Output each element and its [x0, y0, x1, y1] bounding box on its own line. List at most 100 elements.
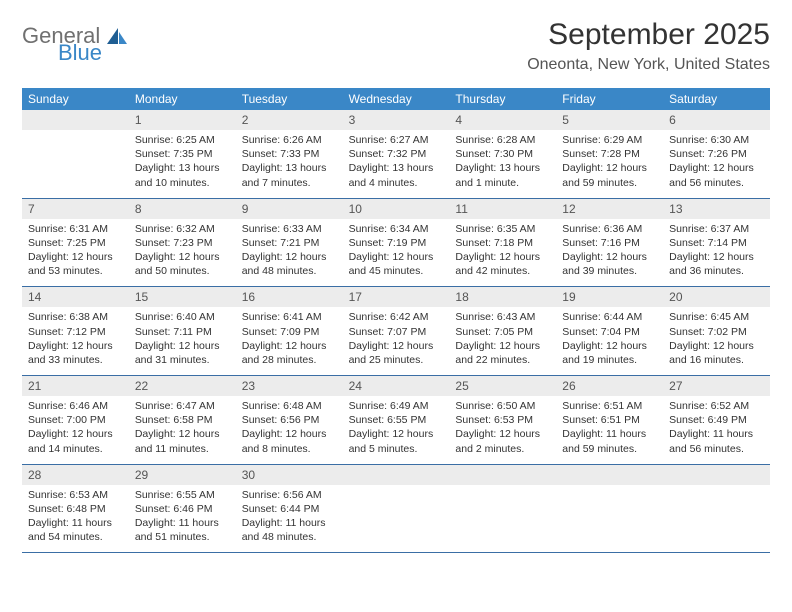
day-cell: Sunrise: 6:52 AMSunset: 6:49 PMDaylight:…	[663, 396, 770, 464]
sunrise-text: Sunrise: 6:49 AM	[349, 399, 444, 413]
day-number: 22	[129, 376, 236, 396]
sunset-text: Sunset: 6:55 PM	[349, 413, 444, 427]
day-cell: Sunrise: 6:25 AMSunset: 7:35 PMDaylight:…	[129, 130, 236, 198]
daylight-text: Daylight: 12 hours and 42 minutes.	[455, 250, 550, 278]
day-cell: Sunrise: 6:33 AMSunset: 7:21 PMDaylight:…	[236, 219, 343, 287]
weekday-cell: Thursday	[449, 88, 556, 110]
day-number	[449, 465, 556, 485]
sunset-text: Sunset: 7:18 PM	[455, 236, 550, 250]
day-number: 12	[556, 199, 663, 219]
calendar: SundayMondayTuesdayWednesdayThursdayFrid…	[22, 88, 770, 553]
sunset-text: Sunset: 7:26 PM	[669, 147, 764, 161]
week-detail-row: Sunrise: 6:38 AMSunset: 7:12 PMDaylight:…	[22, 307, 770, 376]
day-cell: Sunrise: 6:32 AMSunset: 7:23 PMDaylight:…	[129, 219, 236, 287]
week-detail-row: Sunrise: 6:25 AMSunset: 7:35 PMDaylight:…	[22, 130, 770, 199]
week-detail-row: Sunrise: 6:46 AMSunset: 7:00 PM Daylight:…	[22, 396, 770, 465]
day-cell: Sunrise: 6:41 AMSunset: 7:09 PMDaylight:…	[236, 307, 343, 375]
sunrise-text: Sunrise: 6:33 AM	[242, 222, 337, 236]
day-cell	[22, 130, 129, 198]
day-number	[663, 465, 770, 485]
daylight-text: Daylight: 12 hours and 50 minutes.	[135, 250, 230, 278]
weekday-cell: Friday	[556, 88, 663, 110]
day-number: 23	[236, 376, 343, 396]
sunset-text: Sunset: 7:23 PM	[135, 236, 230, 250]
daylight-text: Daylight: 11 hours and 51 minutes.	[135, 516, 230, 544]
sunrise-text: Sunrise: 6:53 AM	[28, 488, 123, 502]
day-cell: Sunrise: 6:45 AMSunset: 7:02 PMDaylight:…	[663, 307, 770, 375]
day-cell: Sunrise: 6:34 AMSunset: 7:19 PMDaylight:…	[343, 219, 450, 287]
day-number: 27	[663, 376, 770, 396]
daylight-text: Daylight: 12 hours and 28 minutes.	[242, 339, 337, 367]
day-cell: Sunrise: 6:30 AMSunset: 7:26 PMDaylight:…	[663, 130, 770, 198]
day-number: 4	[449, 110, 556, 130]
daylight-text: Daylight: 13 hours and 4 minutes.	[349, 161, 444, 189]
day-number: 7	[22, 199, 129, 219]
day-cell: Sunrise: 6:29 AMSunset: 7:28 PMDaylight:…	[556, 130, 663, 198]
day-number: 11	[449, 199, 556, 219]
day-number: 15	[129, 287, 236, 307]
day-number: 8	[129, 199, 236, 219]
day-number: 26	[556, 376, 663, 396]
sunset-text: Sunset: 7:00 PM	[28, 413, 123, 427]
sunset-text: Sunset: 7:12 PM	[28, 325, 123, 339]
daylight-text: Daylight: 13 hours and 1 minute.	[455, 161, 550, 189]
daylight-text: Daylight: 12 hours and 56 minutes.	[669, 161, 764, 189]
sunset-text: Sunset: 6:56 PM	[242, 413, 337, 427]
daylight-text: Daylight: 12 hours and 11 minutes.	[135, 427, 230, 455]
day-number: 14	[22, 287, 129, 307]
day-cell: Sunrise: 6:31 AMSunset: 7:25 PMDaylight:…	[22, 219, 129, 287]
day-number: 17	[343, 287, 450, 307]
weekday-cell: Sunday	[22, 88, 129, 110]
day-cell: Sunrise: 6:27 AMSunset: 7:32 PMDaylight:…	[343, 130, 450, 198]
day-cell: Sunrise: 6:49 AMSunset: 6:55 PMDaylight:…	[343, 396, 450, 464]
day-cell: Sunrise: 6:28 AMSunset: 7:30 PMDaylight:…	[449, 130, 556, 198]
daylight-text: Daylight: 12 hours and 16 minutes.	[669, 339, 764, 367]
daylight-text: Daylight: 11 hours and 56 minutes.	[669, 427, 764, 455]
weekday-cell: Wednesday	[343, 88, 450, 110]
daynum-row: 78910111213	[22, 199, 770, 219]
week-detail-row: Sunrise: 6:53 AMSunset: 6:48 PMDaylight:…	[22, 485, 770, 554]
sunrise-text: Sunrise: 6:46 AM	[28, 399, 123, 413]
sunrise-text: Sunrise: 6:52 AM	[669, 399, 764, 413]
sunrise-text: Sunrise: 6:41 AM	[242, 310, 337, 324]
sunset-text: Sunset: 7:32 PM	[349, 147, 444, 161]
sunset-text: Sunset: 7:30 PM	[455, 147, 550, 161]
daylight-text: Daylight: 12 hours and 36 minutes.	[669, 250, 764, 278]
weekday-cell: Saturday	[663, 88, 770, 110]
day-cell: Sunrise: 6:56 AMSunset: 6:44 PMDaylight:…	[236, 485, 343, 553]
daylight-text: Daylight: 12 hours and 25 minutes.	[349, 339, 444, 367]
sunset-text: Sunset: 7:09 PM	[242, 325, 337, 339]
daylight-text: Daylight: 12 hours and 8 minutes.	[242, 427, 337, 455]
sunset-text: Sunset: 7:16 PM	[562, 236, 657, 250]
sunset-text: Sunset: 7:21 PM	[242, 236, 337, 250]
daylight-text: Daylight: 12 hours and 53 minutes.	[28, 250, 123, 278]
day-cell: Sunrise: 6:46 AMSunset: 7:00 PMDaylight:…	[22, 396, 129, 464]
day-cell	[343, 485, 450, 553]
sunrise-text: Sunrise: 6:34 AM	[349, 222, 444, 236]
sunset-text: Sunset: 6:51 PM	[562, 413, 657, 427]
day-cell: Sunrise: 6:43 AMSunset: 7:05 PMDaylight:…	[449, 307, 556, 375]
day-cell: Sunrise: 6:38 AMSunset: 7:12 PMDaylight:…	[22, 307, 129, 375]
day-number: 13	[663, 199, 770, 219]
sunrise-text: Sunrise: 6:28 AM	[455, 133, 550, 147]
day-number: 20	[663, 287, 770, 307]
daylight-text: Daylight: 11 hours and 54 minutes.	[28, 516, 123, 544]
day-cell: Sunrise: 6:26 AMSunset: 7:33 PMDaylight:…	[236, 130, 343, 198]
daylight-text: Daylight: 11 hours and 59 minutes.	[562, 427, 657, 455]
sunrise-text: Sunrise: 6:36 AM	[562, 222, 657, 236]
sunset-text: Sunset: 7:35 PM	[135, 147, 230, 161]
day-number: 6	[663, 110, 770, 130]
daylight-text: Daylight: 12 hours and 45 minutes.	[349, 250, 444, 278]
sunrise-text: Sunrise: 6:37 AM	[669, 222, 764, 236]
day-number	[22, 110, 129, 130]
day-cell: Sunrise: 6:50 AMSunset: 6:53 PMDaylight:…	[449, 396, 556, 464]
sunrise-text: Sunrise: 6:30 AM	[669, 133, 764, 147]
day-number: 28	[22, 465, 129, 485]
day-cell: Sunrise: 6:53 AMSunset: 6:48 PMDaylight:…	[22, 485, 129, 553]
day-cell	[556, 485, 663, 553]
daynum-row: 21222324252627	[22, 376, 770, 396]
sunrise-text: Sunrise: 6:43 AM	[455, 310, 550, 324]
daylight-text: Daylight: 13 hours and 7 minutes.	[242, 161, 337, 189]
sunset-text: Sunset: 7:04 PM	[562, 325, 657, 339]
day-cell: Sunrise: 6:40 AMSunset: 7:11 PMDaylight:…	[129, 307, 236, 375]
